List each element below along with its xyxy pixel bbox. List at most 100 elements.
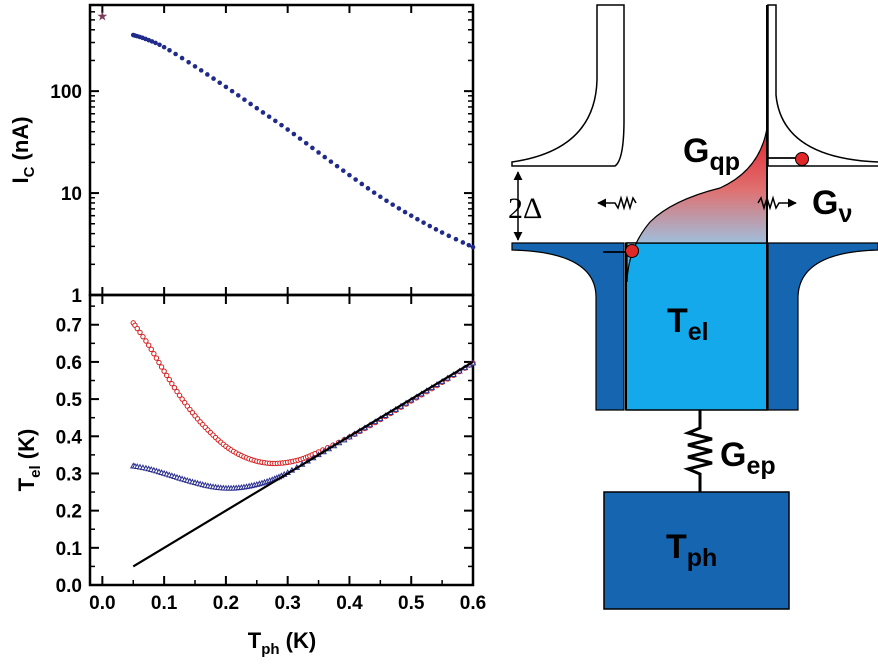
g-ep-label: Gep bbox=[720, 436, 776, 480]
tel-circle-point bbox=[179, 396, 185, 402]
ic-data-point bbox=[340, 168, 346, 173]
ic-data-point bbox=[466, 242, 472, 248]
tel-circle-point bbox=[161, 368, 167, 374]
ic-data-point bbox=[384, 198, 389, 204]
ic-data-point bbox=[242, 97, 247, 102]
bottom-ytick-label: 0.5 bbox=[56, 390, 83, 411]
ic-data-point bbox=[167, 47, 172, 53]
bottom-ytick-label: 0.3 bbox=[56, 464, 82, 485]
ic-data-point bbox=[157, 42, 162, 48]
ic-data-point bbox=[359, 181, 365, 187]
top-y-axis-label: IC (nA) bbox=[8, 116, 38, 183]
top-plot-frame bbox=[88, 3, 475, 297]
bottom-xtick-label: 0.2 bbox=[213, 593, 239, 614]
t-ph-label: Tph bbox=[666, 528, 717, 572]
bottom-ytick-label: 0.2 bbox=[56, 502, 82, 523]
top-ytick-label: 100 bbox=[50, 82, 82, 103]
top-ylabel-main: I bbox=[8, 177, 33, 183]
ic-data-point bbox=[347, 172, 352, 178]
ic-data-point bbox=[328, 159, 334, 164]
ic-data-point bbox=[390, 202, 395, 207]
right-photon-icon bbox=[757, 195, 797, 211]
junction-diagram: 2Δ Gqp Gν Tel Gep Tph bbox=[508, 4, 878, 610]
tel-circle-point bbox=[134, 325, 140, 332]
ic-data-point bbox=[415, 216, 420, 222]
tel-circle-point bbox=[145, 342, 152, 348]
xlabel-sub: ph bbox=[261, 641, 279, 658]
ic-data-point bbox=[217, 80, 223, 86]
top-panel: 1 10 100 ★ IC (nA) bbox=[8, 3, 476, 307]
tel-circle-point bbox=[171, 384, 178, 391]
x-axis-label: Tph (K) bbox=[248, 628, 316, 658]
bottom-panel: 0.0 0.1 0.2 0.3 0.4 0.5 0.6 0.7 0.0 0.1 0.2 0.3 0.4… bbox=[14, 293, 486, 658]
phonon-box bbox=[603, 491, 790, 610]
ic-data-point bbox=[273, 118, 278, 124]
bottom-ylabel-sub: el bbox=[27, 465, 44, 478]
bottom-ytick-label: 0.0 bbox=[56, 576, 82, 597]
bottom-ylabel-unit: (K) bbox=[14, 429, 39, 466]
ic-data-point bbox=[433, 227, 439, 232]
bottom-xtick-label: 0.3 bbox=[274, 593, 300, 614]
bottom-xtick-label: 0.0 bbox=[89, 593, 115, 614]
xlabel-unit: (K) bbox=[280, 628, 317, 653]
bottom-ytick-label: 0.4 bbox=[56, 427, 83, 448]
right-dark-well bbox=[767, 242, 878, 411]
g-nu-label: Gν bbox=[812, 184, 852, 228]
gap-label: 2Δ bbox=[508, 192, 542, 225]
bottom-ylabel-main: T bbox=[14, 477, 39, 491]
tel-circle-point bbox=[153, 355, 160, 361]
tel-circle-point bbox=[156, 359, 162, 366]
ic-data-point bbox=[310, 145, 315, 151]
svg-text:IC (nA): IC (nA) bbox=[8, 116, 38, 183]
tel-circle-point bbox=[151, 350, 157, 357]
ic-data-point bbox=[470, 244, 476, 250]
tel-circle-point bbox=[182, 399, 188, 406]
tel-circle-point bbox=[164, 372, 170, 379]
ic-data-point bbox=[453, 236, 459, 242]
ic-data-point bbox=[285, 127, 290, 132]
ic-data-point bbox=[322, 154, 328, 160]
tel-series-line bbox=[133, 362, 474, 489]
ic-data-point bbox=[223, 84, 229, 90]
ic-data-point bbox=[229, 88, 235, 94]
ic-data-point bbox=[402, 209, 408, 215]
left-dos-outline bbox=[511, 4, 625, 167]
xlabel-main: T bbox=[248, 628, 262, 653]
ic-data-point bbox=[205, 72, 210, 77]
bottom-ytick-label: 0.1 bbox=[56, 539, 83, 560]
tel-circle-point bbox=[169, 380, 175, 387]
ic-data-point bbox=[297, 136, 303, 141]
tel-circle-point bbox=[174, 388, 180, 395]
ic-data-point bbox=[279, 122, 284, 128]
ic-data-point bbox=[198, 68, 204, 73]
ic-data-point bbox=[186, 59, 191, 65]
ic-data-point bbox=[149, 39, 155, 44]
ic-data-point bbox=[173, 51, 178, 57]
qp-dot-right bbox=[795, 152, 809, 166]
ic-data-point bbox=[427, 223, 433, 229]
right-dos-outline bbox=[767, 4, 878, 167]
top-ytick-label: 10 bbox=[61, 184, 82, 205]
ic-data-point bbox=[371, 190, 377, 195]
ic-data-point bbox=[446, 233, 452, 239]
top-ylabel-unit: (nA) bbox=[8, 116, 33, 166]
svg-text:Tel (K): Tel (K) bbox=[14, 429, 44, 492]
tel-circle-point bbox=[143, 338, 149, 344]
qp-dot-left bbox=[625, 244, 639, 258]
t-el-label: Tel bbox=[667, 302, 709, 346]
tel-circle-point bbox=[166, 376, 172, 383]
ic-data-point bbox=[254, 105, 260, 111]
ic-data-point bbox=[353, 177, 358, 182]
ic-data-point bbox=[303, 140, 309, 146]
ic-data-point bbox=[408, 213, 414, 218]
tel-circle-point bbox=[158, 364, 165, 370]
bottom-y-axis-label: Tel (K) bbox=[14, 429, 44, 492]
ic-data-point bbox=[260, 110, 266, 115]
ic-data-point bbox=[365, 186, 371, 191]
bottom-xtick-label: 0.4 bbox=[336, 593, 363, 614]
bottom-xtick-label: 0.1 bbox=[151, 593, 178, 614]
bottom-plot-frame bbox=[88, 293, 475, 587]
ic-data-point bbox=[192, 64, 198, 69]
bottom-x-ticks: 0.0 0.1 0.2 0.3 0.4 0.5 0.6 bbox=[89, 295, 486, 614]
